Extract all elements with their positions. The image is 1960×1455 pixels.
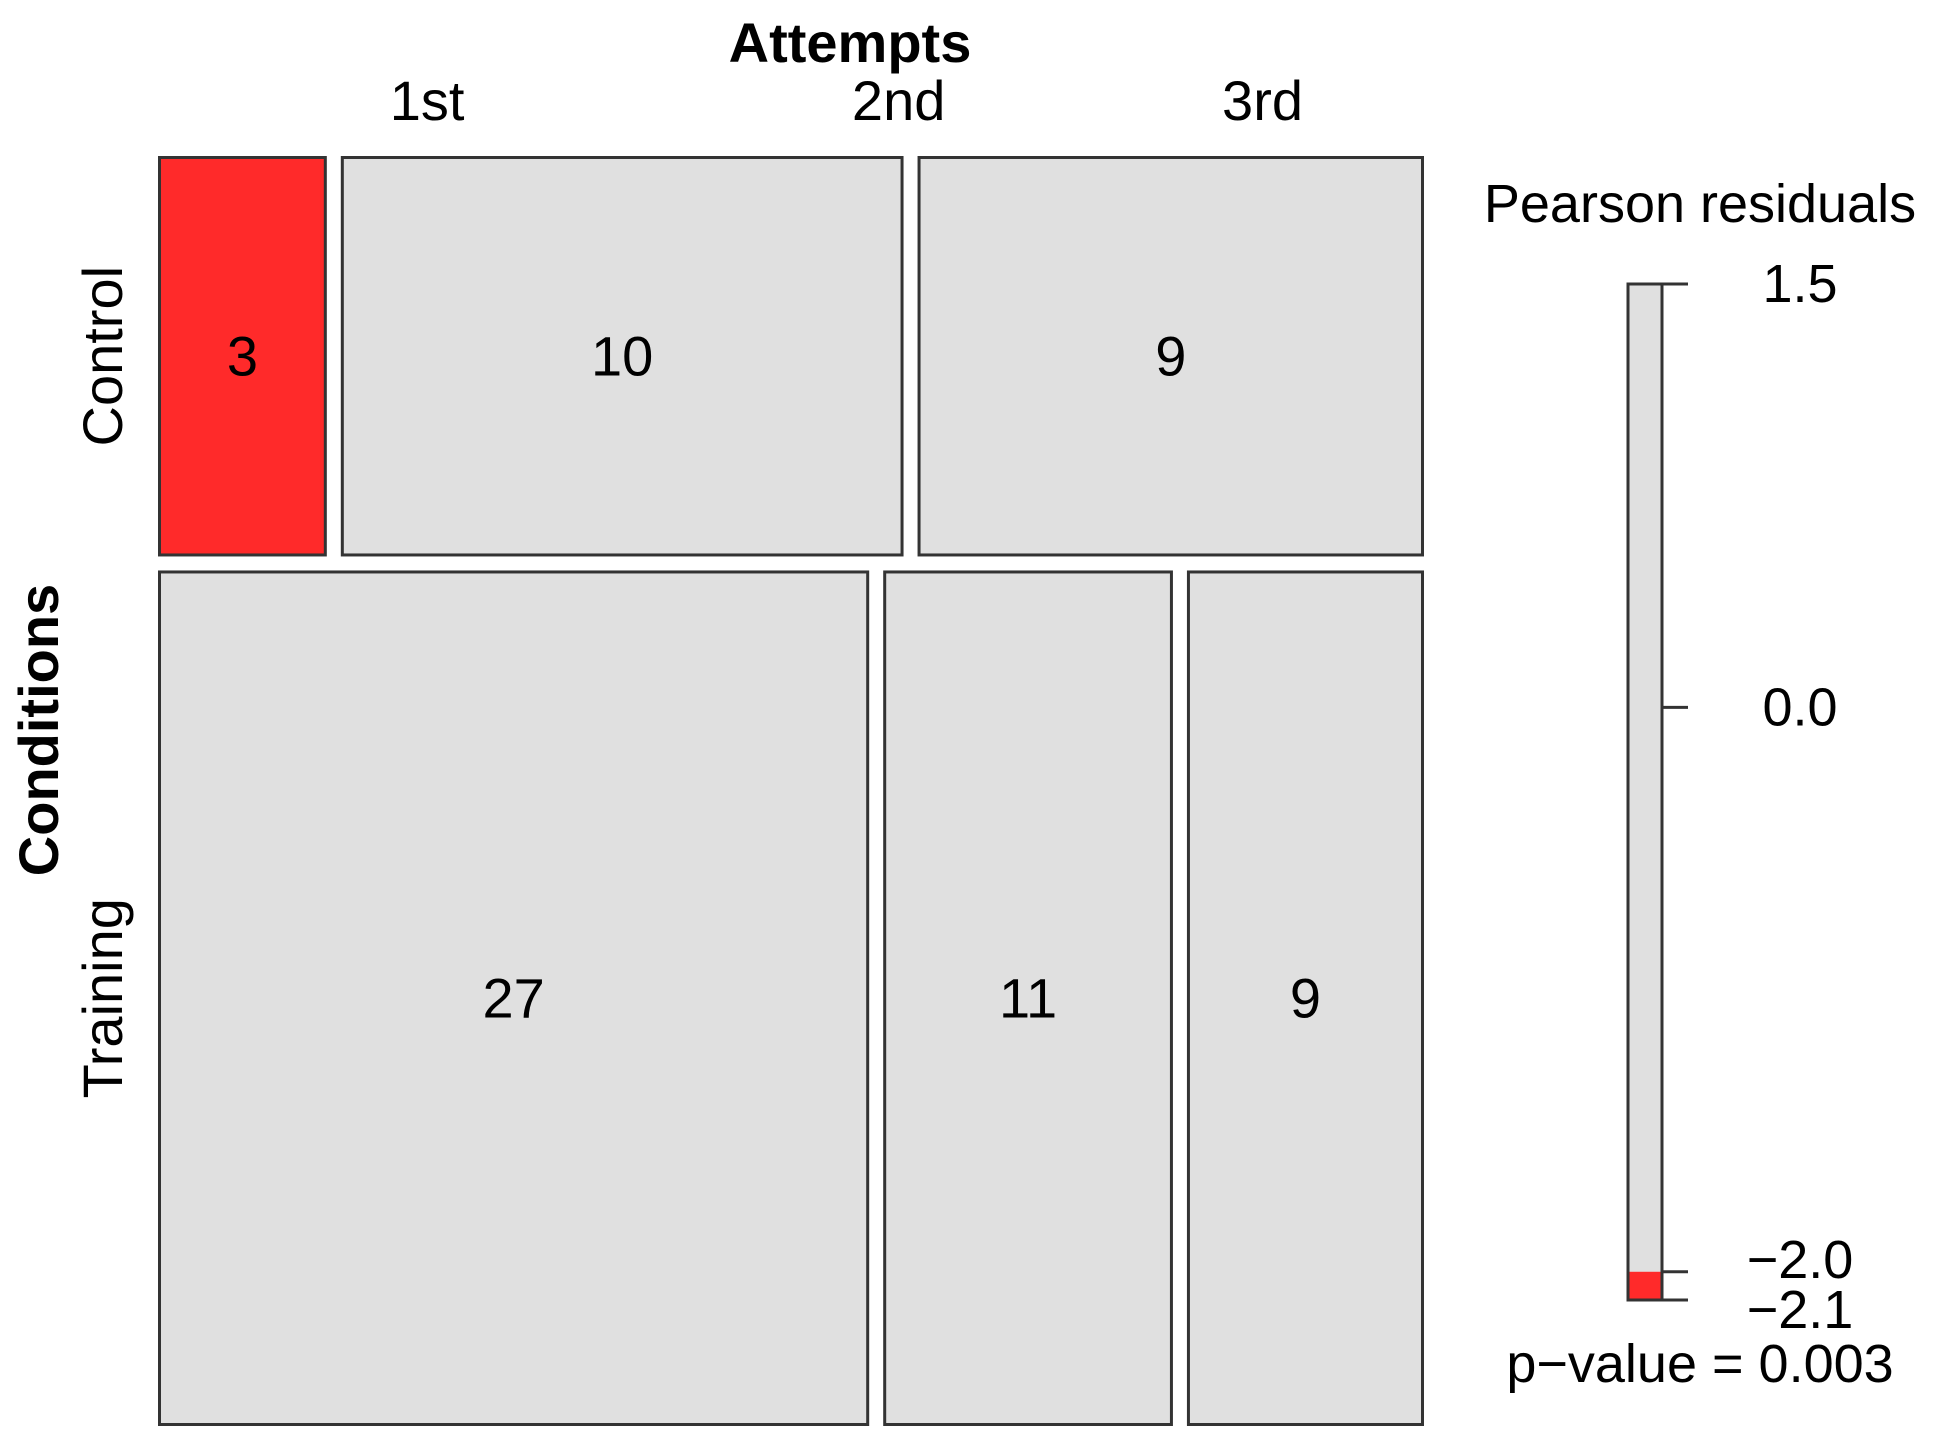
- column-label-1st: 1st: [390, 69, 465, 132]
- y-axis-title: Conditions: [7, 584, 70, 876]
- cell-count-label: 11: [999, 967, 1057, 1030]
- x-axis-title: Attempts: [729, 11, 972, 74]
- legend-tick-label: −2.1: [1747, 1280, 1854, 1340]
- cell-count-label: 27: [482, 967, 544, 1030]
- legend-tick-label: −2.0: [1747, 1230, 1854, 1290]
- p-value-label: p−value = 0.003: [1506, 1334, 1893, 1394]
- mosaic-cells: 3 10 9 27 11 9: [158, 156, 1425, 1426]
- mosaic-cell-control-1st: [158, 156, 327, 557]
- column-label-2nd: 2nd: [852, 69, 945, 132]
- column-labels: 1st 2nd 3rd: [390, 69, 1303, 132]
- row-label-training: Training: [71, 898, 134, 1098]
- legend-title: Pearson residuals: [1484, 174, 1916, 234]
- cell-count-label: 9: [1290, 967, 1321, 1030]
- mosaic-cell-training-2nd: [883, 570, 1173, 1426]
- cell-count-label: 9: [1155, 325, 1186, 388]
- row-labels: Control Training: [71, 266, 134, 1098]
- legend-ticks: 1.5 0.0 −2.0−2.1: [1662, 254, 1853, 1340]
- legend-negative-band: [1629, 1271, 1661, 1299]
- mosaic-cell-control-2nd: [340, 156, 904, 557]
- legend-color-bar: [1626, 282, 1664, 1302]
- mosaic-cell-training-1st: [158, 570, 870, 1426]
- legend-tick-label: 0.0: [1762, 677, 1837, 737]
- column-label-3rd: 3rd: [1222, 69, 1303, 132]
- cell-count-label: 3: [227, 325, 258, 388]
- residual-legend: Pearson residuals 1.5 0.0 −2.0−2.1 p−value…: [1484, 174, 1916, 1394]
- cell-count-label: 10: [591, 325, 653, 388]
- mosaic-cell-control-3rd: [917, 156, 1425, 557]
- mosaic-cell-training-3rd: [1186, 570, 1424, 1426]
- row-label-control: Control: [71, 266, 134, 447]
- legend-tick-label: 1.5: [1762, 254, 1837, 314]
